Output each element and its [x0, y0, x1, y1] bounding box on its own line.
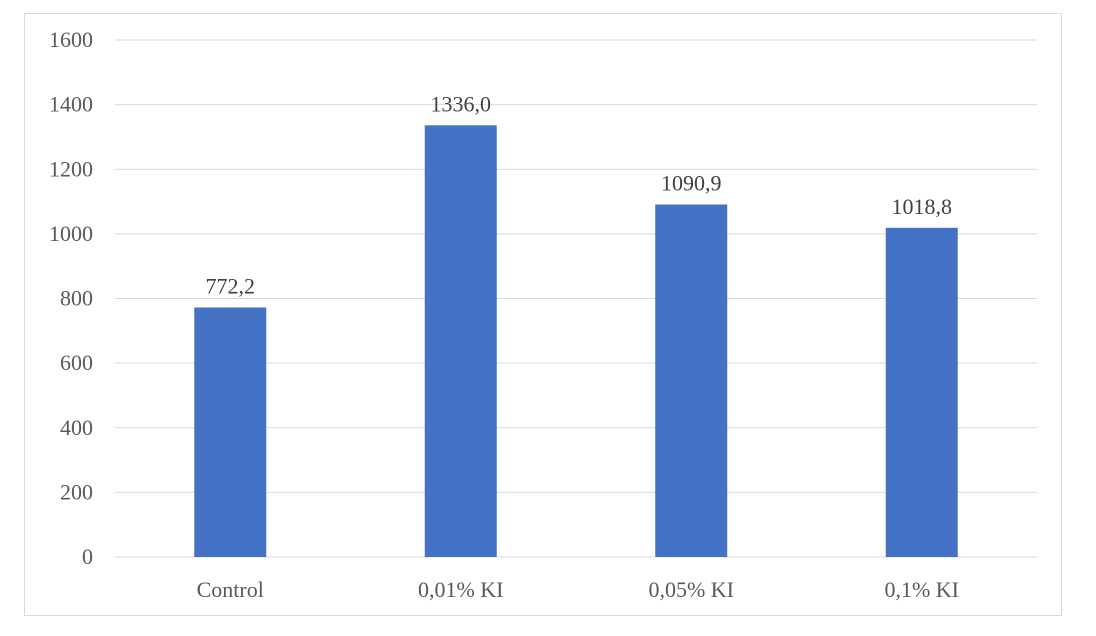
y-tick-label: 600: [60, 350, 93, 375]
y-tick-label: 0: [82, 544, 93, 569]
data-label: 1018,8: [892, 194, 953, 219]
x-tick-label: Control: [197, 577, 264, 602]
bar: [885, 227, 958, 558]
gridlines: [115, 39, 1037, 558]
data-label: 1090,9: [661, 171, 722, 196]
y-tick-label: 1000: [49, 221, 93, 246]
y-tick-label: 200: [60, 479, 93, 504]
x-tick-label: 0,01% KI: [418, 577, 504, 602]
y-tick-label: 1400: [49, 92, 93, 117]
x-tick-label: 0,1% KI: [884, 577, 959, 602]
bar: [194, 307, 267, 557]
y-tick-label: 400: [60, 415, 93, 440]
bars: [194, 125, 958, 558]
y-tick-label: 800: [60, 286, 93, 311]
data-label: 1336,0: [431, 91, 492, 116]
data-label: 772,2: [206, 273, 256, 298]
x-tick-label: 0,05% KI: [648, 577, 734, 602]
bar: [424, 125, 497, 558]
bar: [655, 204, 728, 558]
y-axis-tick-labels: 0 200 400 600 800 1000 1200 1400 1600: [49, 27, 93, 569]
data-labels: 772,2 1336,0 1090,9 1018,8: [206, 91, 953, 298]
y-tick-label: 1200: [49, 156, 93, 181]
y-tick-label: 1600: [49, 27, 93, 52]
x-axis-tick-labels: Control 0,01% KI 0,05% KI 0,1% KI: [197, 577, 959, 602]
